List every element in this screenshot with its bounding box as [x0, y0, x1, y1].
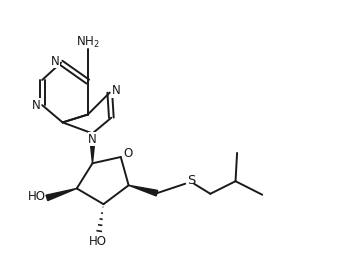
Text: N: N [32, 99, 41, 112]
Text: O: O [123, 147, 132, 160]
Polygon shape [128, 185, 158, 196]
Text: N: N [112, 85, 120, 97]
Text: N: N [88, 133, 97, 146]
Polygon shape [89, 133, 96, 163]
Text: NH$_2$: NH$_2$ [77, 35, 100, 50]
Text: HO: HO [28, 190, 46, 203]
Text: N: N [51, 55, 60, 68]
Text: S: S [187, 174, 195, 187]
Text: HO: HO [89, 235, 107, 248]
Polygon shape [46, 188, 77, 201]
